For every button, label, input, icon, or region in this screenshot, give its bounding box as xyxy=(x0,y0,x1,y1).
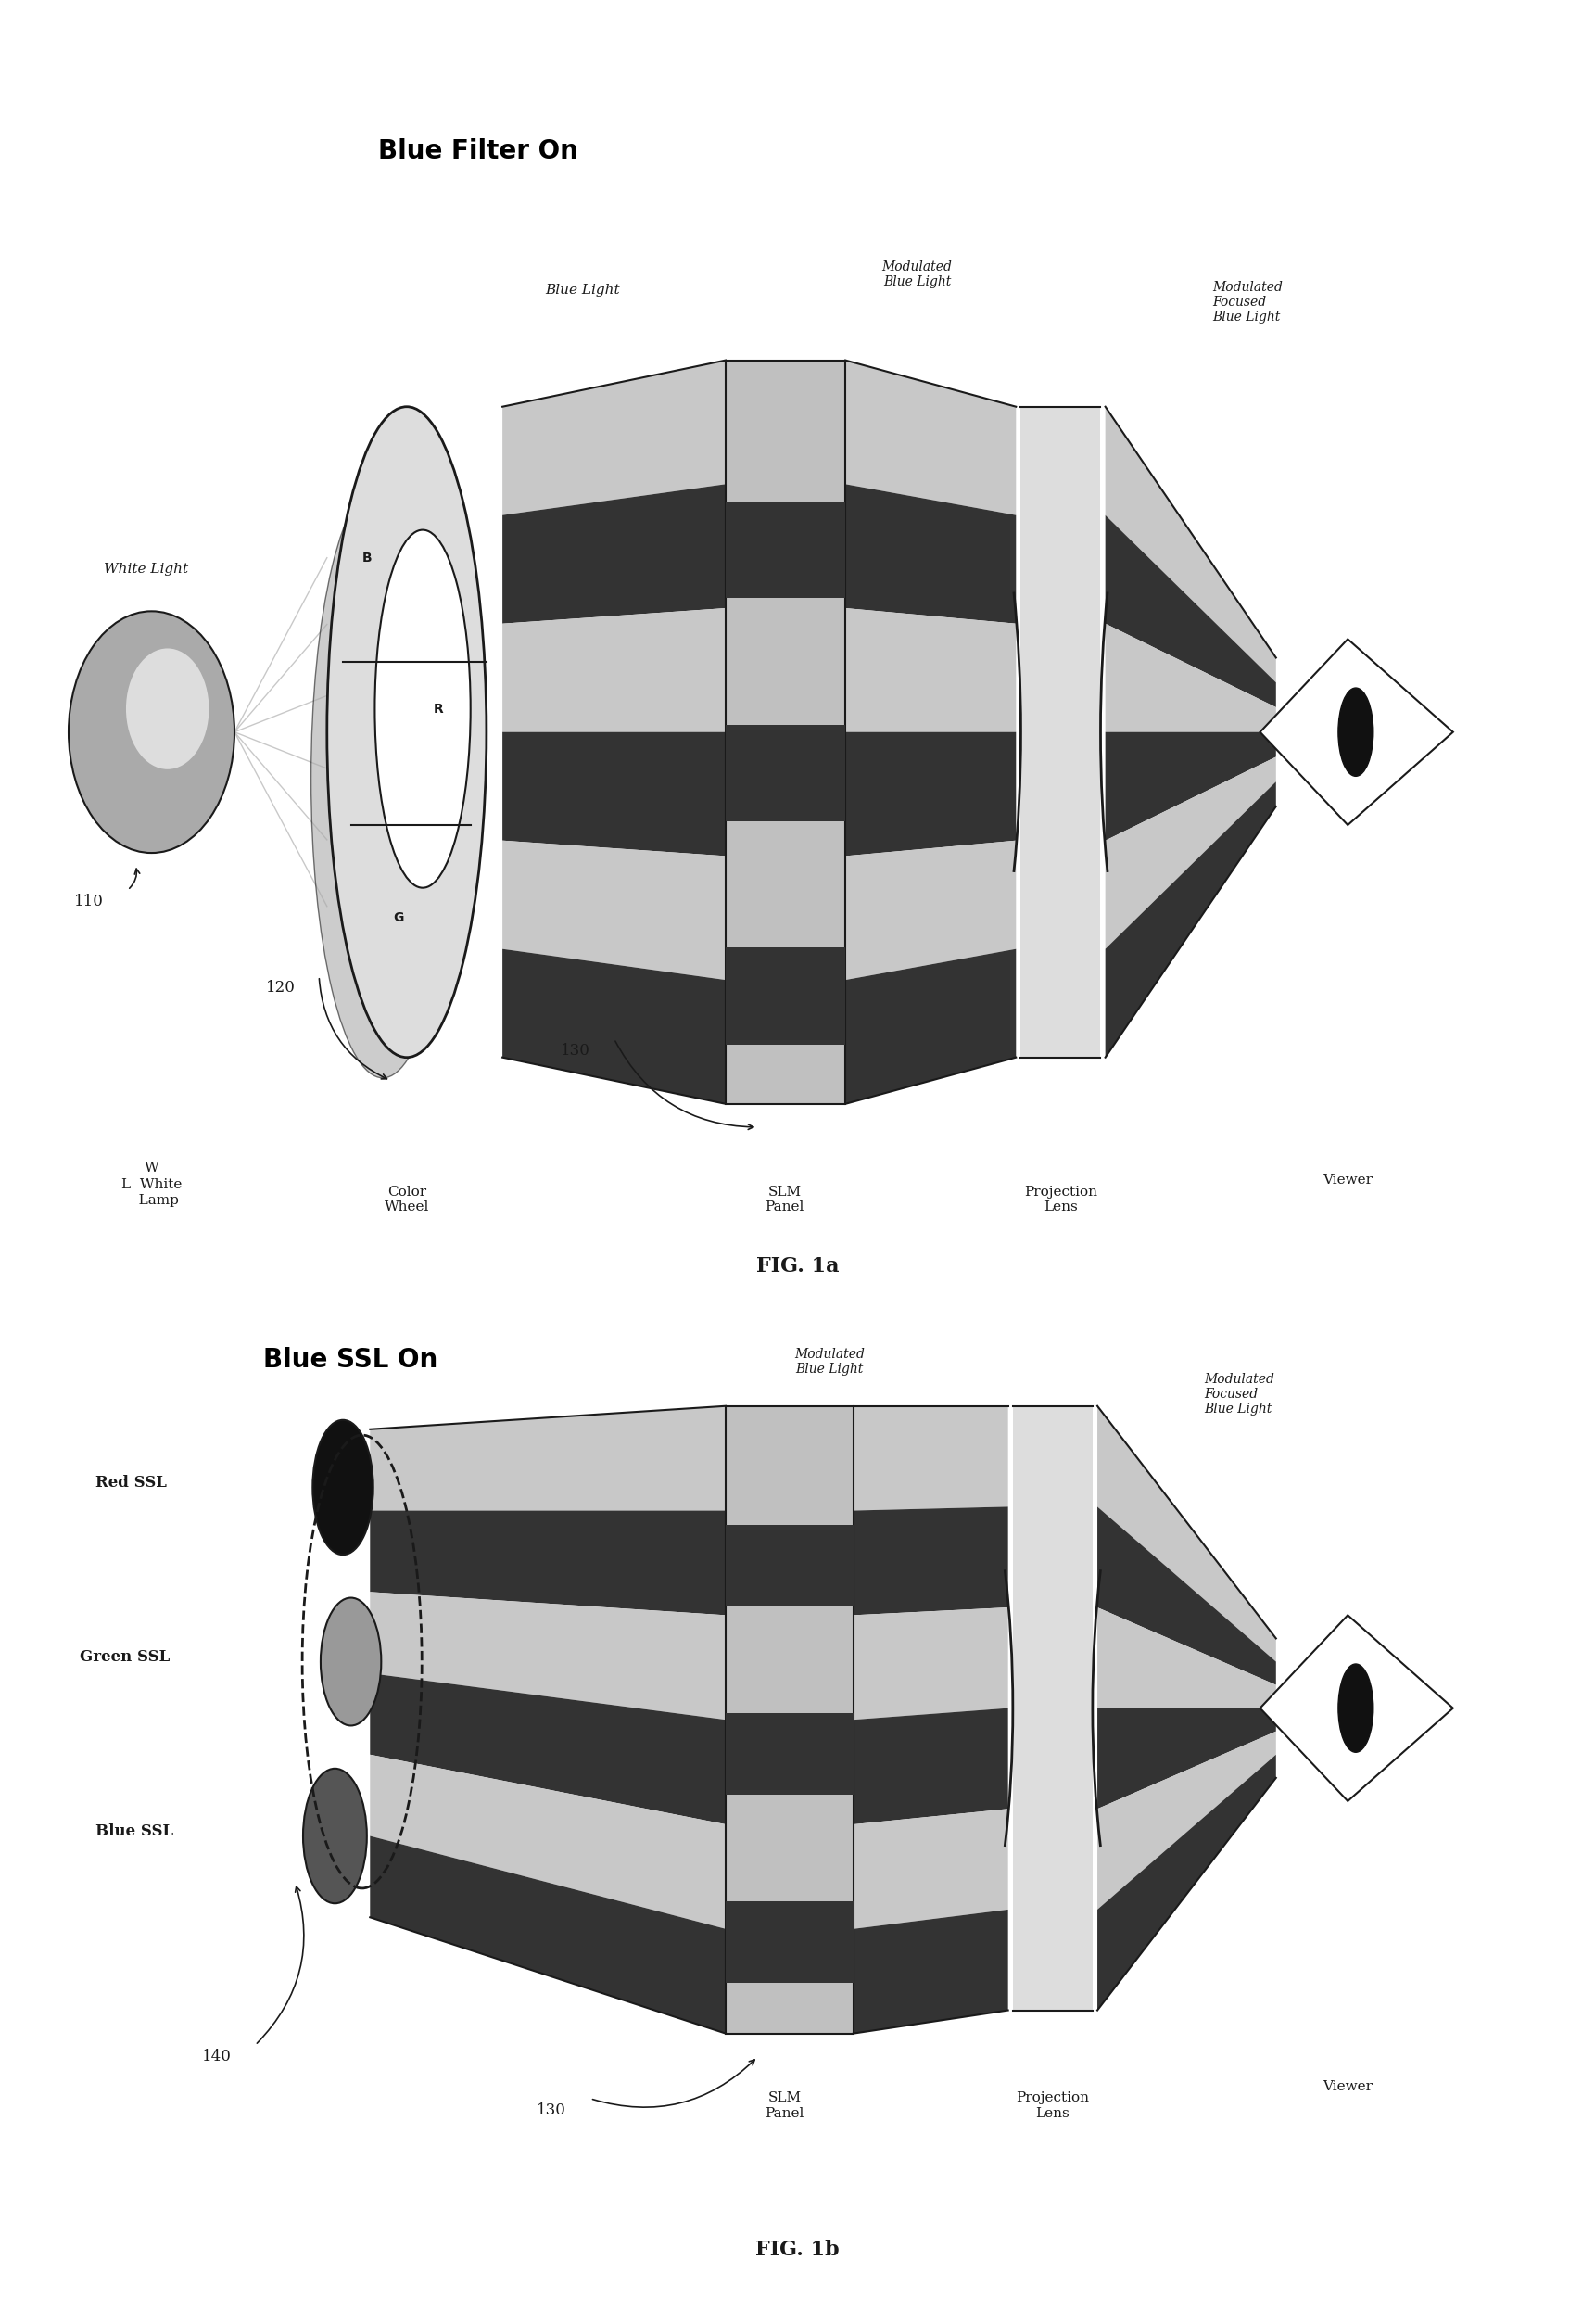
Polygon shape xyxy=(1097,1708,1276,1808)
Text: Projection
Lens: Projection Lens xyxy=(1016,2092,1089,2119)
Polygon shape xyxy=(502,948,726,1104)
Polygon shape xyxy=(370,1836,726,2034)
Polygon shape xyxy=(853,1506,1008,1615)
Polygon shape xyxy=(1105,732,1276,841)
Bar xyxy=(726,1525,853,1606)
Polygon shape xyxy=(1097,1731,1276,1910)
Text: Color
Wheel: Color Wheel xyxy=(384,1185,429,1213)
Polygon shape xyxy=(845,360,1016,516)
Polygon shape xyxy=(1105,516,1276,706)
Polygon shape xyxy=(853,1608,1008,1720)
Bar xyxy=(726,502,845,597)
Polygon shape xyxy=(1097,1506,1276,1685)
Ellipse shape xyxy=(327,407,486,1057)
Bar xyxy=(726,725,845,820)
Polygon shape xyxy=(1260,639,1453,825)
Polygon shape xyxy=(370,1406,726,1511)
Polygon shape xyxy=(853,1910,1008,2034)
Text: Modulated
Focused
Blue Light: Modulated Focused Blue Light xyxy=(1204,1373,1274,1415)
Text: FIG. 1a: FIG. 1a xyxy=(756,1257,839,1276)
Polygon shape xyxy=(853,1808,1008,1929)
Polygon shape xyxy=(370,1511,726,1615)
Polygon shape xyxy=(1105,623,1276,732)
Polygon shape xyxy=(1105,781,1276,1057)
Text: W
L  White
   Lamp: W L White Lamp xyxy=(121,1162,182,1206)
Text: Modulated
Focused
Blue Light: Modulated Focused Blue Light xyxy=(1212,281,1282,323)
Polygon shape xyxy=(845,483,1016,623)
Text: Modulated
Blue Light: Modulated Blue Light xyxy=(794,1348,864,1376)
Text: Blue Light: Blue Light xyxy=(545,284,619,297)
Ellipse shape xyxy=(303,1769,367,1903)
Polygon shape xyxy=(1105,407,1276,683)
Text: Blue SSL: Blue SSL xyxy=(96,1824,174,1838)
Polygon shape xyxy=(502,732,726,855)
Polygon shape xyxy=(1097,1406,1276,1662)
Bar xyxy=(1021,407,1101,1057)
Polygon shape xyxy=(502,483,726,623)
Text: Blue SSL On: Blue SSL On xyxy=(263,1346,439,1373)
Text: Modulated
Blue Light: Modulated Blue Light xyxy=(882,260,952,288)
Text: 140: 140 xyxy=(201,2050,231,2064)
Text: B: B xyxy=(362,551,372,565)
Ellipse shape xyxy=(1338,1664,1373,1752)
Text: 130: 130 xyxy=(536,2103,566,2117)
Bar xyxy=(726,948,845,1043)
Polygon shape xyxy=(845,732,1016,855)
Text: R: R xyxy=(434,702,443,716)
Ellipse shape xyxy=(313,1420,373,1555)
Polygon shape xyxy=(845,841,1016,981)
Text: Red SSL: Red SSL xyxy=(96,1476,167,1490)
Text: Projection
Lens: Projection Lens xyxy=(1024,1185,1097,1213)
Bar xyxy=(726,360,845,1104)
Text: Green SSL: Green SSL xyxy=(80,1650,171,1664)
Polygon shape xyxy=(370,1673,726,1824)
Text: FIG. 1b: FIG. 1b xyxy=(756,2240,839,2259)
Polygon shape xyxy=(1260,1615,1453,1801)
Ellipse shape xyxy=(375,530,471,888)
Text: White Light: White Light xyxy=(104,562,188,576)
Text: Blue Filter On: Blue Filter On xyxy=(378,137,579,165)
Polygon shape xyxy=(370,1755,726,1929)
Text: Viewer: Viewer xyxy=(1322,1174,1373,1188)
Circle shape xyxy=(126,648,209,769)
Bar xyxy=(726,1406,853,2034)
Text: SLM
Panel: SLM Panel xyxy=(766,1185,804,1213)
Polygon shape xyxy=(845,948,1016,1104)
Bar xyxy=(726,1901,853,1982)
Bar xyxy=(1013,1406,1093,2010)
Polygon shape xyxy=(853,1708,1008,1824)
Polygon shape xyxy=(370,1592,726,1720)
Polygon shape xyxy=(1097,1608,1276,1708)
Text: 130: 130 xyxy=(560,1043,590,1057)
Polygon shape xyxy=(502,841,726,981)
Text: 120: 120 xyxy=(265,981,295,995)
Polygon shape xyxy=(1097,1755,1276,2010)
Text: G: G xyxy=(394,911,404,925)
Polygon shape xyxy=(853,1406,1008,1511)
Ellipse shape xyxy=(311,479,455,1078)
Text: SLM
Panel: SLM Panel xyxy=(766,2092,804,2119)
Polygon shape xyxy=(1105,758,1276,948)
Polygon shape xyxy=(845,609,1016,732)
Bar xyxy=(726,1713,853,1794)
Text: 110: 110 xyxy=(73,895,104,909)
Circle shape xyxy=(69,611,234,853)
Polygon shape xyxy=(502,360,726,516)
Text: Viewer: Viewer xyxy=(1322,2080,1373,2094)
Ellipse shape xyxy=(1338,688,1373,776)
Polygon shape xyxy=(502,609,726,732)
Ellipse shape xyxy=(321,1599,381,1724)
